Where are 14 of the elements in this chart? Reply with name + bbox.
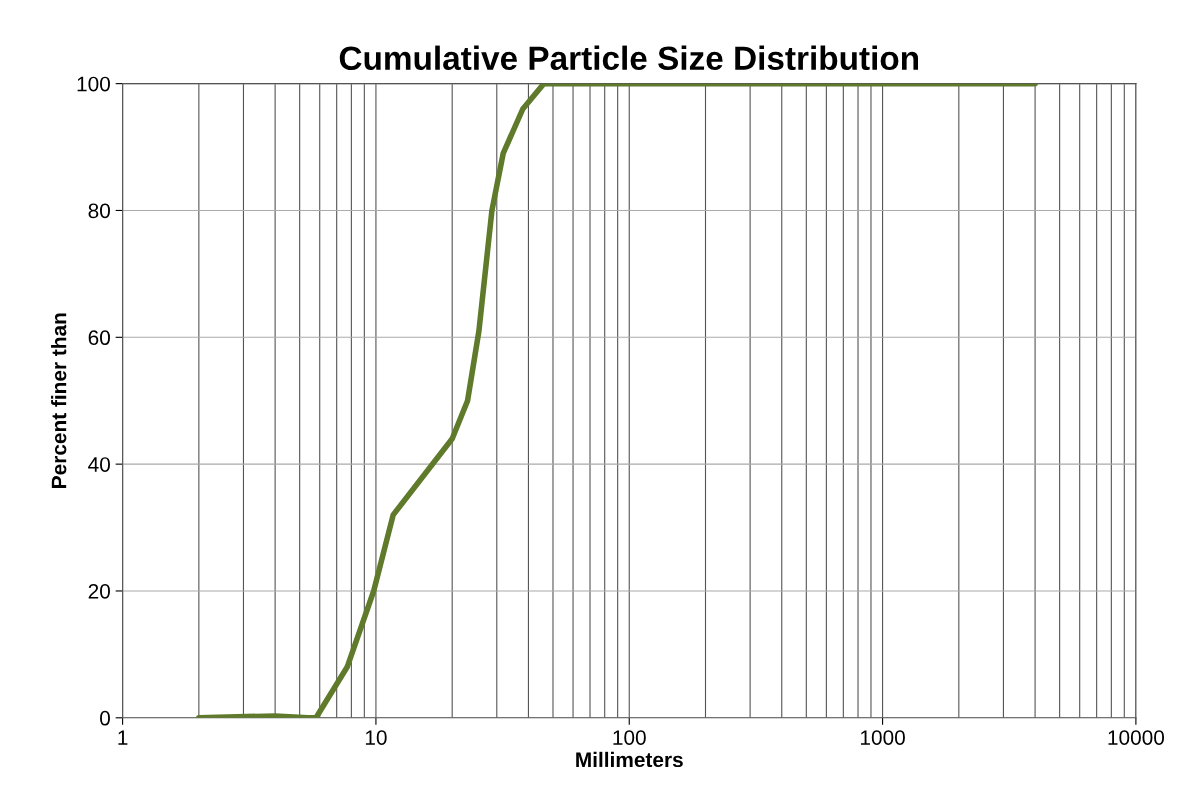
x-tick-label: 1000 <box>860 730 905 745</box>
y-tick-label: 100 <box>77 76 110 92</box>
y-tick-label: 40 <box>88 457 110 472</box>
y-tick-label: 0 <box>100 710 110 726</box>
chart-title: Cumulative Particle Size Distribution <box>339 45 918 71</box>
y-tick-label: 60 <box>88 330 110 346</box>
x-tick-label: 10000 <box>1108 730 1165 745</box>
x-axis-title: Millimeters <box>576 751 683 768</box>
y-axis-title: Percent finer than <box>51 313 67 488</box>
x-tick-label: 100 <box>613 730 646 745</box>
x-tick-label: 10 <box>365 730 387 745</box>
y-tick-label: 80 <box>88 203 110 219</box>
x-tick-label: 1 <box>118 730 128 745</box>
y-tick-label: 20 <box>88 583 110 599</box>
